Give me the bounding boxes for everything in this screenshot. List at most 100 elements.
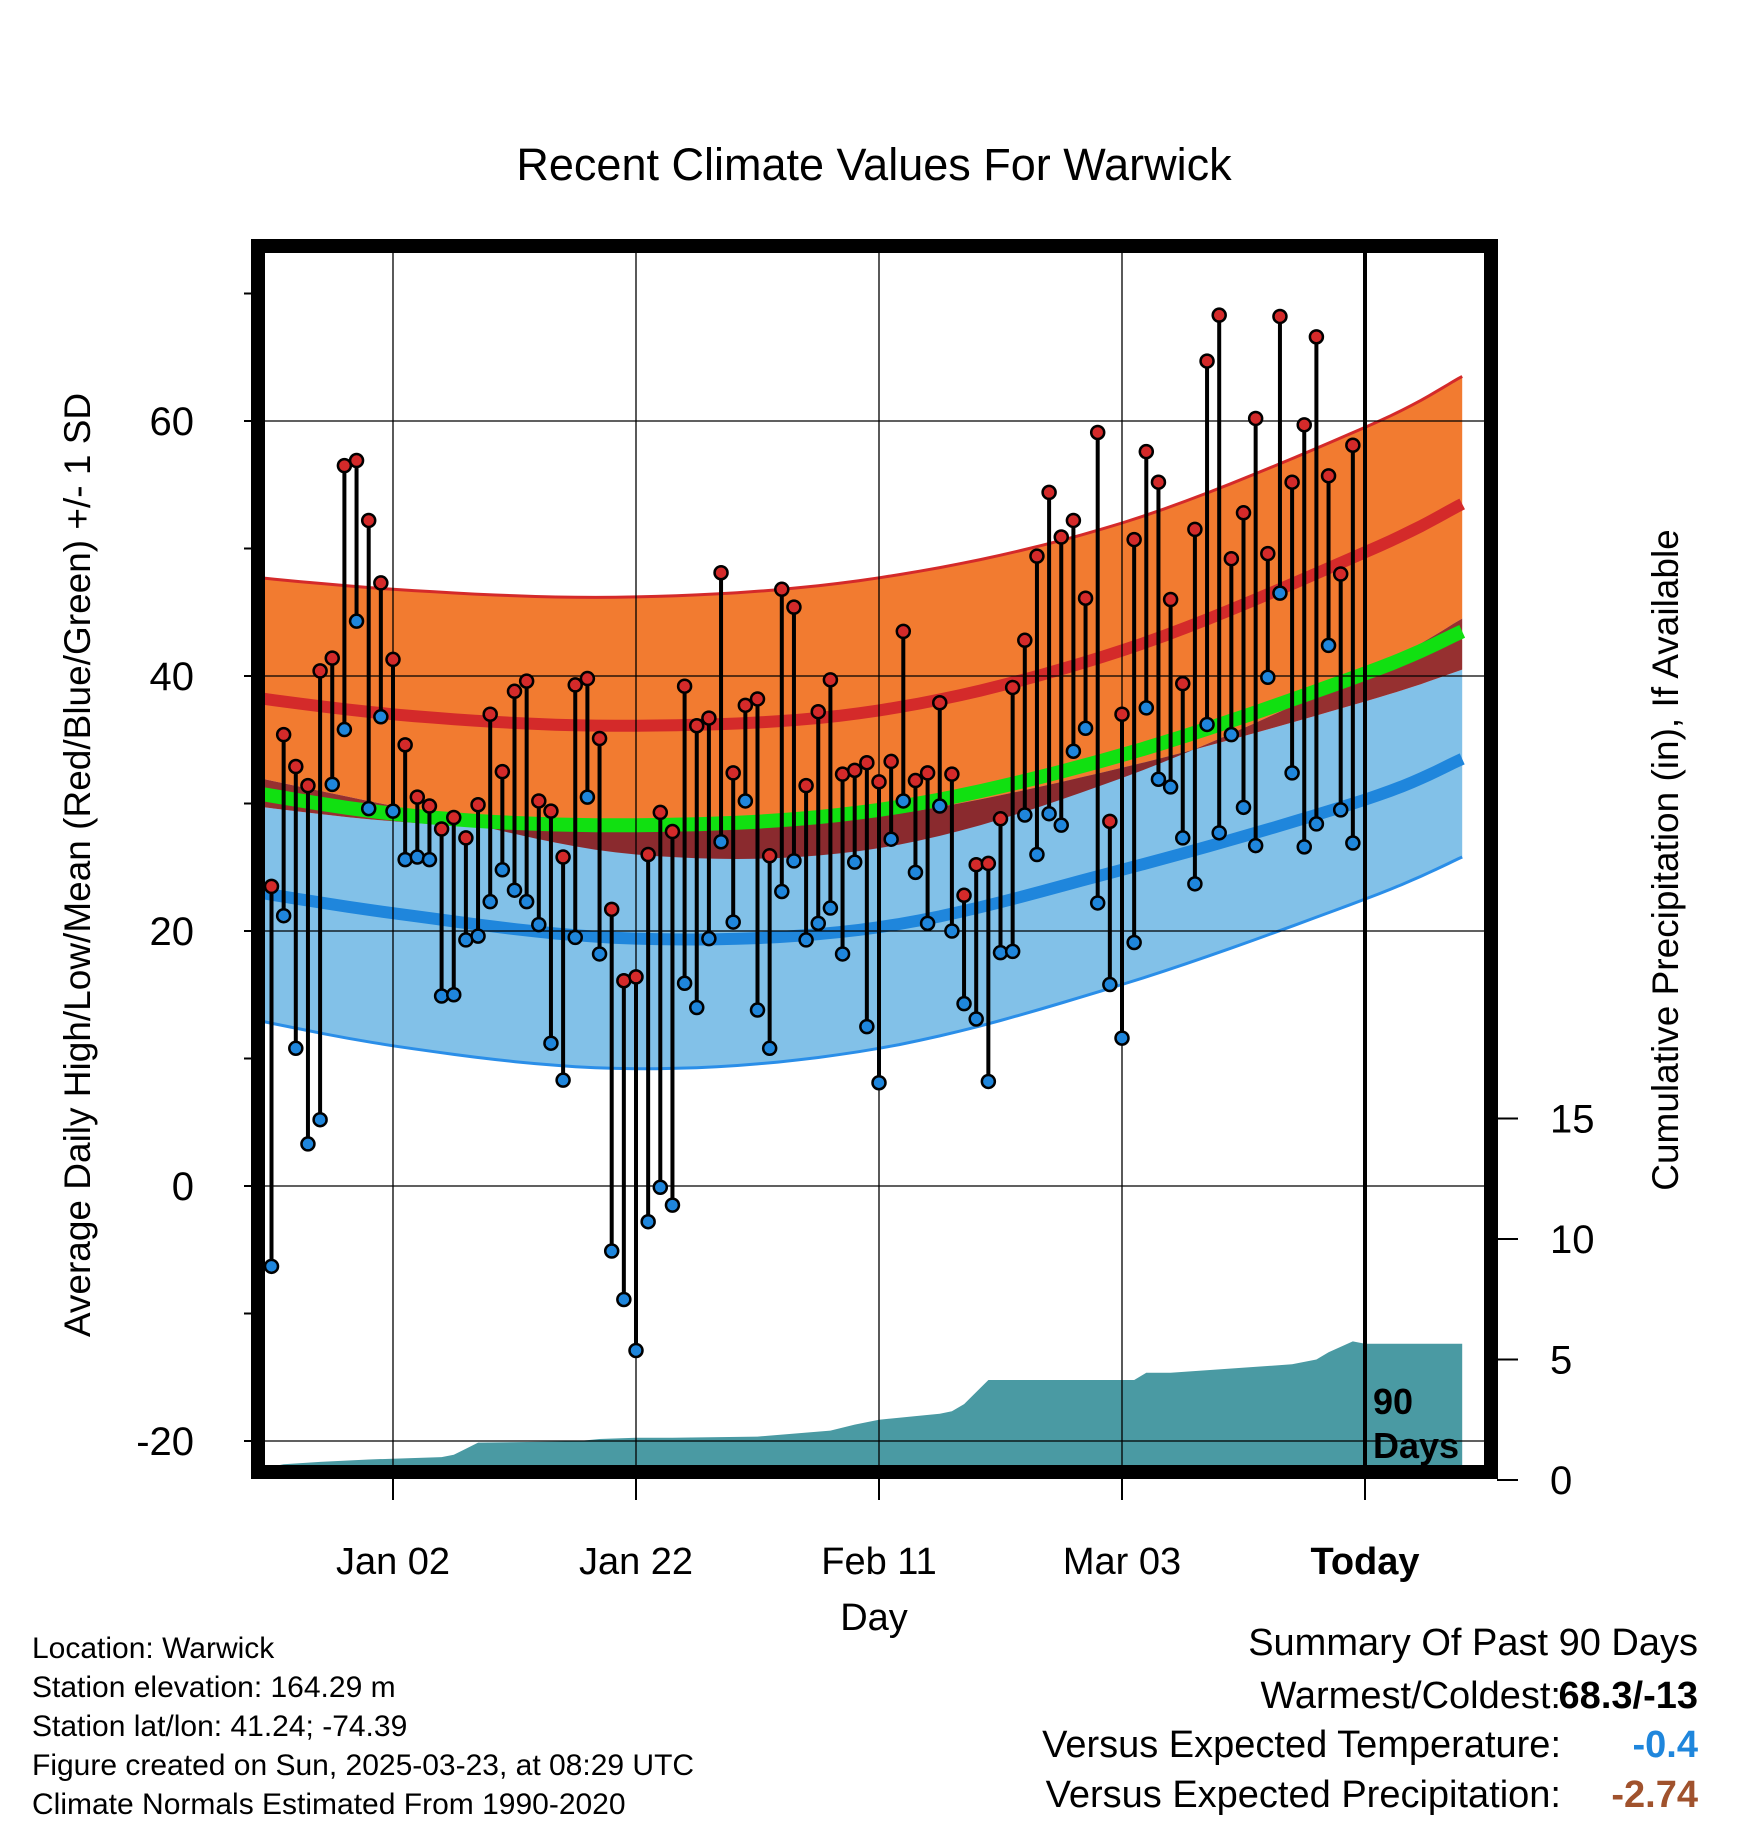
overlap-band — [264, 618, 1463, 859]
low-point — [470, 928, 486, 944]
low-point — [1199, 716, 1215, 733]
low-point — [664, 1197, 681, 1213]
high-point — [1065, 512, 1082, 529]
low-point — [907, 864, 924, 881]
high-point — [1296, 417, 1312, 433]
high-point — [1150, 474, 1167, 490]
low-point — [1260, 669, 1276, 686]
low-point — [1162, 779, 1179, 795]
low-point — [713, 834, 729, 850]
high-point — [531, 793, 547, 809]
low-point — [336, 721, 353, 738]
x-tick-label: Jan 22 — [579, 1541, 693, 1583]
low-point — [421, 851, 438, 868]
high-point — [506, 683, 523, 700]
low-point — [640, 1213, 656, 1230]
low-point — [1041, 805, 1057, 822]
high-point — [1017, 632, 1033, 649]
high-point — [944, 766, 960, 782]
low-point — [312, 1111, 328, 1128]
low-point — [1272, 585, 1288, 601]
high-point — [1199, 353, 1215, 369]
low-point — [543, 1035, 559, 1051]
high-point — [543, 803, 559, 819]
x-tick-label: Today — [1310, 1541, 1419, 1583]
low-point — [932, 798, 948, 814]
high-point — [640, 846, 656, 863]
high-point — [628, 969, 644, 985]
low-point — [774, 883, 790, 900]
low-point — [288, 1040, 304, 1057]
today-label-word: Days — [1373, 1425, 1459, 1466]
daily-points — [264, 307, 1361, 1359]
high-point — [786, 599, 802, 615]
low-point — [1138, 700, 1155, 716]
high-point — [932, 695, 948, 711]
high-point — [1004, 679, 1021, 696]
y-tick-label: 0 — [172, 1165, 194, 1209]
plot-frame — [251, 239, 1498, 1479]
y-tick-label: 20 — [150, 910, 195, 954]
high-point — [1247, 410, 1264, 427]
high-point — [980, 855, 997, 872]
low-point — [482, 893, 498, 910]
today-label-number: 90 — [1373, 1381, 1413, 1422]
low-point — [1223, 726, 1240, 743]
high-point — [433, 821, 450, 837]
low-point — [786, 853, 802, 869]
y-tick-label: 40 — [150, 655, 195, 699]
precipitation-fill — [264, 1341, 1463, 1466]
high-point — [397, 737, 413, 753]
high-point — [701, 710, 717, 726]
low-point — [1320, 637, 1337, 654]
low-point — [1332, 802, 1349, 818]
warmest-coldest-value: 68.3/-13 — [1558, 1675, 1698, 1717]
low-point — [628, 1342, 644, 1359]
low-point — [518, 893, 535, 910]
high-point — [725, 765, 741, 781]
x-tick-label: Feb 11 — [821, 1541, 936, 1583]
low-point — [531, 916, 547, 933]
low-point — [980, 1073, 997, 1090]
high-point — [1235, 505, 1252, 521]
low-point — [749, 1002, 766, 1018]
low-point — [895, 793, 912, 809]
high-point — [300, 777, 316, 794]
low-point — [701, 930, 717, 947]
high-point — [1345, 437, 1361, 453]
created-text: Figure created on Sun, 2025-03-23, at 08… — [32, 1749, 695, 1782]
low-point — [360, 800, 377, 817]
high-point — [1029, 548, 1045, 564]
high-point — [360, 512, 377, 529]
high-point — [895, 623, 912, 640]
chart-title: Recent Climate Values For Warwick — [516, 139, 1232, 190]
high-point — [1272, 308, 1288, 325]
high-point — [275, 726, 292, 743]
low-point — [689, 999, 705, 1016]
low-point — [883, 831, 899, 847]
high-point — [1332, 566, 1349, 582]
low-point — [1114, 1030, 1130, 1046]
low-point — [846, 854, 863, 870]
low-point — [1029, 846, 1045, 863]
low-point — [919, 915, 936, 932]
daily-range-stems — [269, 315, 1355, 1351]
x-tick-label: Mar 03 — [1063, 1541, 1181, 1583]
high-point — [1102, 813, 1118, 830]
y2-tick-label: 0 — [1550, 1459, 1572, 1503]
high-point — [737, 697, 754, 714]
high-point — [348, 452, 365, 469]
low-point — [300, 1136, 316, 1152]
high-point — [1320, 468, 1337, 484]
low-point — [1004, 943, 1021, 960]
low-point — [579, 789, 596, 805]
low-point — [725, 914, 741, 930]
low-point — [1089, 895, 1106, 911]
low-point — [1296, 839, 1312, 855]
low-point — [348, 613, 365, 629]
warmest-coldest-label: Warmest/Coldest: — [1260, 1675, 1561, 1717]
high-point — [1284, 474, 1300, 490]
high-point — [992, 811, 1009, 827]
